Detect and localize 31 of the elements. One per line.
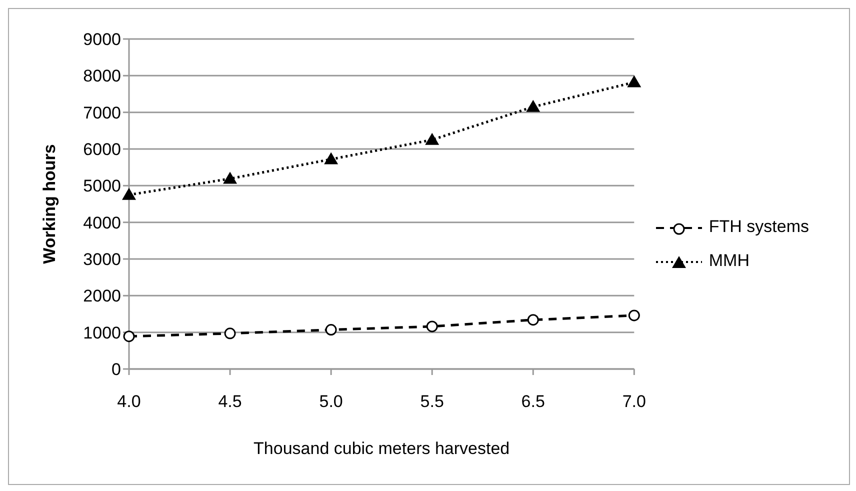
- y-axis-title: Working hours: [40, 144, 60, 264]
- y-tick-label: 4000: [83, 213, 121, 232]
- x-tick-label: 6.5: [521, 392, 545, 412]
- legend-label: FTH systems: [708, 217, 809, 236]
- y-tick-label: 2000: [83, 286, 121, 306]
- point: [425, 132, 440, 145]
- y-tick-label: 7000: [83, 103, 121, 122]
- y-tick-label: 3000: [83, 250, 121, 270]
- x-tick-label: 5.5: [420, 392, 444, 412]
- point: [122, 188, 136, 200]
- point: [223, 172, 238, 184]
- point: [325, 324, 337, 336]
- y-tick-label: 5000: [83, 176, 121, 196]
- legend-label: MMH: [708, 251, 750, 270]
- point: [627, 75, 642, 88]
- point: [628, 310, 640, 322]
- y-tick-label: 9000: [83, 30, 121, 50]
- x-tick-label: 4.0: [117, 392, 141, 412]
- y-tick-label: 6000: [83, 140, 121, 160]
- point: [527, 314, 539, 326]
- point: [526, 100, 540, 112]
- point: [324, 152, 338, 164]
- x-tick-label: 7.0: [622, 392, 646, 412]
- point: [426, 320, 438, 332]
- point: [224, 328, 236, 340]
- x-axis-title: Thousand cubic meters harvested: [254, 439, 510, 458]
- y-tick-label: 1000: [83, 323, 121, 342]
- x-tick-label: 4.5: [218, 392, 242, 412]
- y-tick-label: 8000: [83, 66, 121, 86]
- x-tick-label: 5.0: [319, 392, 343, 412]
- y-tick-label: 0: [112, 360, 121, 380]
